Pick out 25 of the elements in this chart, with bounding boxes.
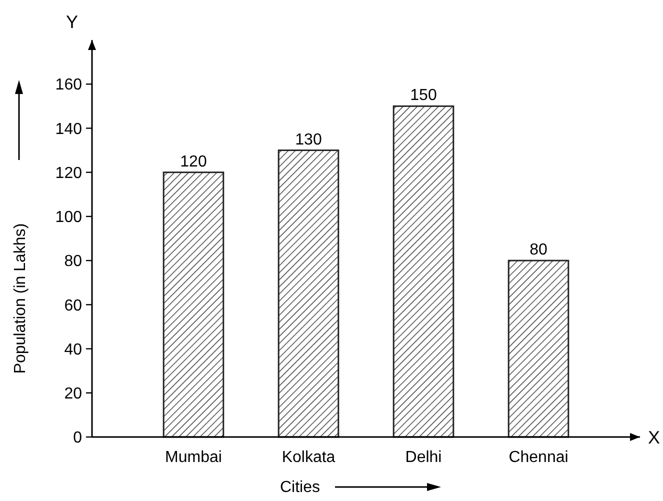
x-axis-title: Cities — [280, 479, 320, 496]
y-tick-label: 80 — [64, 253, 82, 270]
y-tick-label: 160 — [55, 76, 82, 94]
bar — [278, 150, 340, 438]
y-tick-label: 100 — [55, 209, 82, 226]
bar — [162, 172, 224, 438]
bar — [392, 105, 454, 438]
x-tick-label: Mumbai — [165, 449, 222, 466]
y-tick-label: 0 — [73, 430, 82, 447]
text: Y — [66, 12, 78, 32]
y-tick-label: 40 — [64, 341, 82, 358]
data-label: 130 — [295, 131, 322, 148]
bar — [508, 260, 570, 438]
x-tick-label: Kolkata — [282, 449, 336, 466]
y-axis-title: Population (in Lakhs) — [12, 223, 29, 374]
y-tick-label: 20 — [64, 385, 82, 402]
data-label: 150 — [410, 87, 437, 104]
data-label: 80 — [530, 242, 548, 259]
x-tick-label: Delhi — [405, 449, 442, 466]
text: X — [648, 427, 660, 448]
y-tick-label: 140 — [55, 120, 82, 138]
y-tick-label: 60 — [64, 297, 82, 314]
x-tick-label: Chennai — [508, 449, 568, 466]
y-tick-label: 120 — [55, 164, 82, 182]
data-label: 120 — [180, 153, 207, 170]
